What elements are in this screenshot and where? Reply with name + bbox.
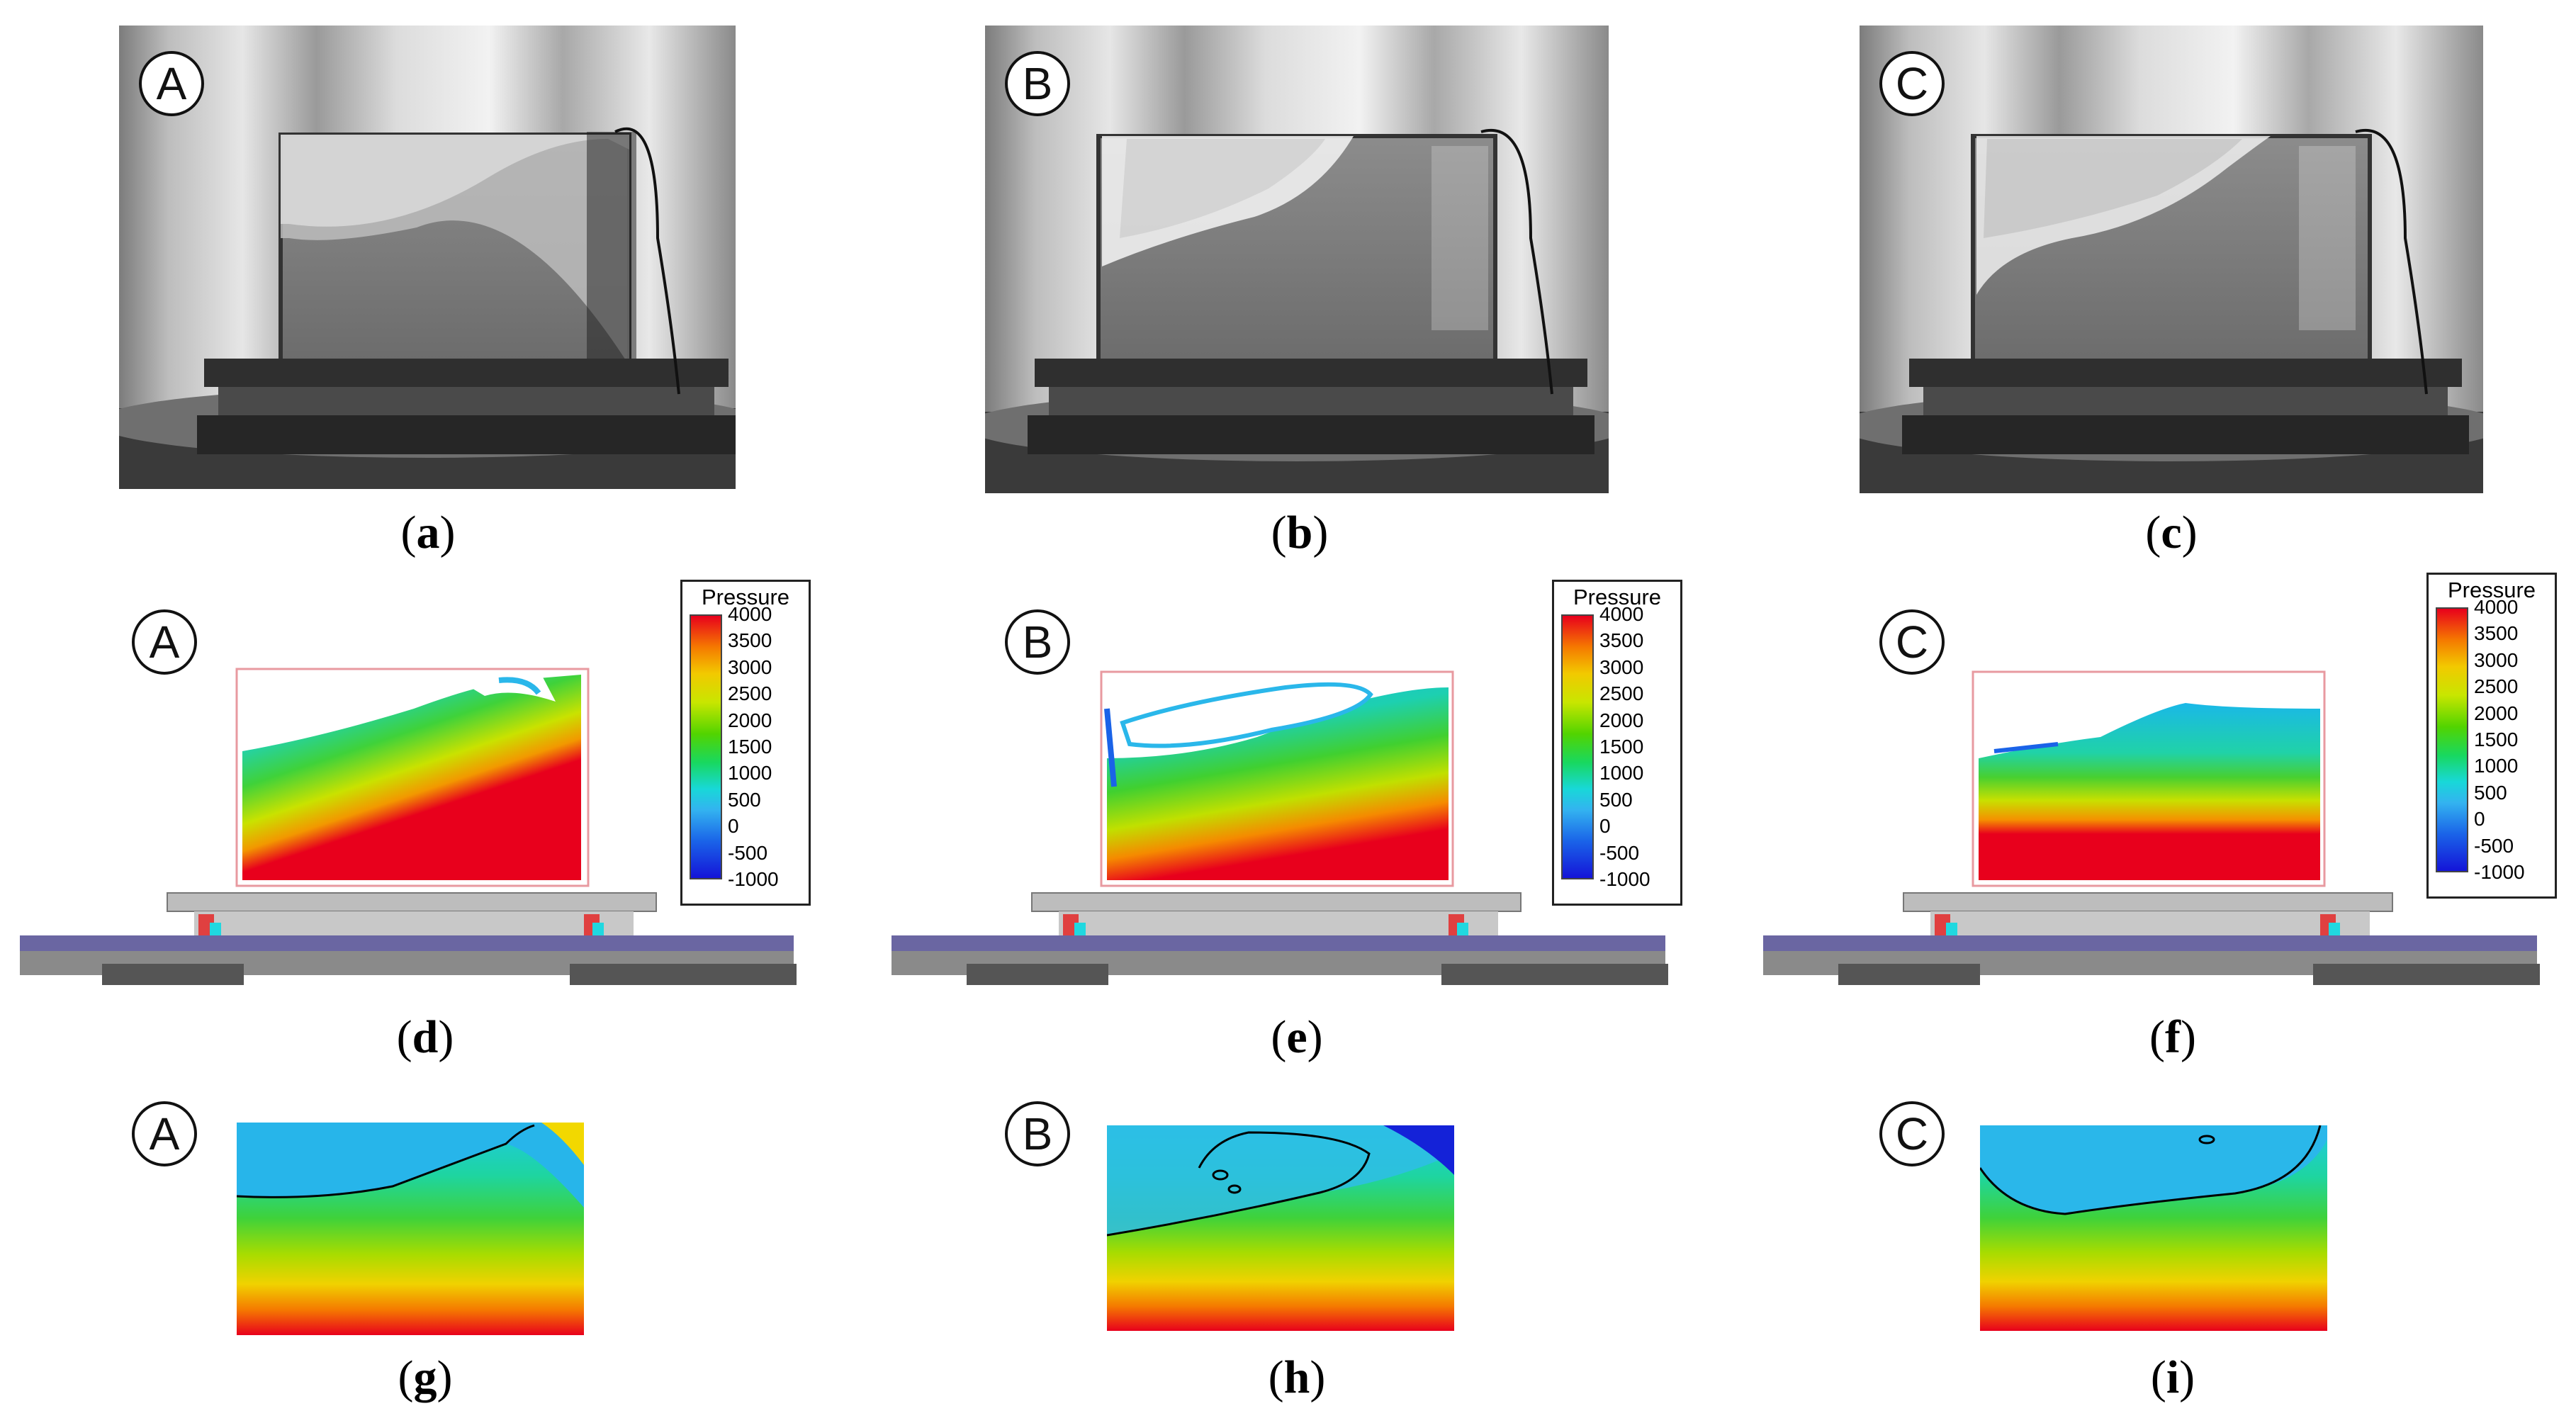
caption-e: (e) [1271, 1011, 1323, 1063]
legend-tick-label: 500 [1599, 788, 1633, 811]
legend-tick-label: 2000 [728, 709, 772, 731]
legend-color-bar [1561, 614, 1594, 879]
contour-h [1107, 1125, 1454, 1331]
legend-tick-label: 3500 [2474, 622, 2519, 645]
legend-title: Pressure [2447, 578, 2536, 602]
circle-label-a-row3: A [132, 1101, 197, 1166]
caption-h: (h) [1268, 1351, 1326, 1403]
pressure-legend-d: Pressure 4000 3500 3000 2500 2000 1500 1000 500… [680, 580, 811, 906]
legend-tick-label: 1000 [728, 762, 772, 784]
simulation-e [892, 670, 1668, 985]
simulation-d [20, 668, 797, 985]
legend-tick-label: 4000 [2474, 596, 2519, 618]
legend-tick-label: 0 [2474, 808, 2485, 831]
legend-tick-label: 3500 [1599, 629, 1644, 652]
circle-label-b-row3: B [1005, 1101, 1070, 1166]
legend-tick-label: 500 [728, 788, 761, 811]
circle-label-b-row1: B [1005, 51, 1070, 116]
legend-tick-label: 0 [728, 815, 739, 838]
legend-tick-label: 3000 [2474, 648, 2519, 671]
legend-tick-label: 1000 [1599, 762, 1644, 784]
caption-b: (b) [1271, 507, 1329, 558]
pressure-legend-f: Pressure 4000 3500 3000 2500 2000 1500 1000 500… [2426, 573, 2557, 899]
legend-tick-label: 0 [1599, 815, 1611, 838]
circle-label-a-row1: A [139, 51, 204, 116]
legend-title: Pressure [1573, 585, 1662, 609]
circle-label-c-row1: C [1879, 51, 1945, 116]
legend-tick-label: 2000 [2474, 702, 2519, 724]
photo-c [1860, 26, 2483, 493]
legend-tick-label: 2500 [728, 682, 772, 705]
photo-a [119, 26, 736, 489]
legend-tick-label: 2000 [1599, 709, 1644, 731]
legend-tick-label: 3000 [1599, 656, 1644, 678]
legend-tick-label: 2500 [1599, 682, 1644, 705]
legend-tick-label: 500 [2474, 781, 2507, 804]
legend-tick-label: -1000 [2474, 861, 2525, 883]
circle-label-b-row2: B [1005, 609, 1070, 675]
legend-tick-label: 1500 [1599, 736, 1644, 758]
legend-color-bar [2436, 607, 2468, 872]
legend-color-bar [690, 614, 722, 879]
caption-g: (g) [398, 1351, 453, 1403]
caption-d: (d) [396, 1011, 454, 1063]
photo-b [985, 26, 1609, 493]
legend-tick-label: 4000 [728, 603, 772, 625]
legend-tick-label: 1000 [2474, 755, 2519, 777]
legend-tick-label: -1000 [728, 868, 779, 890]
circle-label-c-row2: C [1879, 609, 1945, 675]
legend-tick-label: 1500 [728, 736, 772, 758]
pressure-legend-e: Pressure 4000 3500 3000 2500 2000 1500 1000 500… [1552, 580, 1682, 906]
legend-tick-label: -500 [1599, 841, 1640, 864]
legend-tick-label: 3000 [728, 656, 772, 678]
legend-tick-label: -500 [2474, 834, 2514, 857]
contour-i [1980, 1125, 2327, 1331]
simulation-f [1763, 670, 2540, 985]
legend-tick-label: 1500 [2474, 729, 2519, 750]
legend-title: Pressure [701, 585, 790, 609]
caption-a: (a) [400, 507, 456, 558]
caption-f: (f) [2149, 1011, 2196, 1063]
circle-label-a-row2: A [132, 609, 197, 675]
legend-tick-label: -500 [728, 841, 768, 864]
caption-c: (c) [2145, 507, 2198, 558]
circle-label-c-row3: C [1879, 1101, 1945, 1166]
caption-i: (i) [2150, 1351, 2195, 1403]
contour-g [237, 1123, 584, 1335]
legend-tick-label: 3500 [728, 629, 772, 652]
legend-tick-label: 2500 [2474, 675, 2519, 698]
legend-tick-label: 4000 [1599, 603, 1644, 625]
legend-tick-label: -1000 [1599, 868, 1650, 890]
